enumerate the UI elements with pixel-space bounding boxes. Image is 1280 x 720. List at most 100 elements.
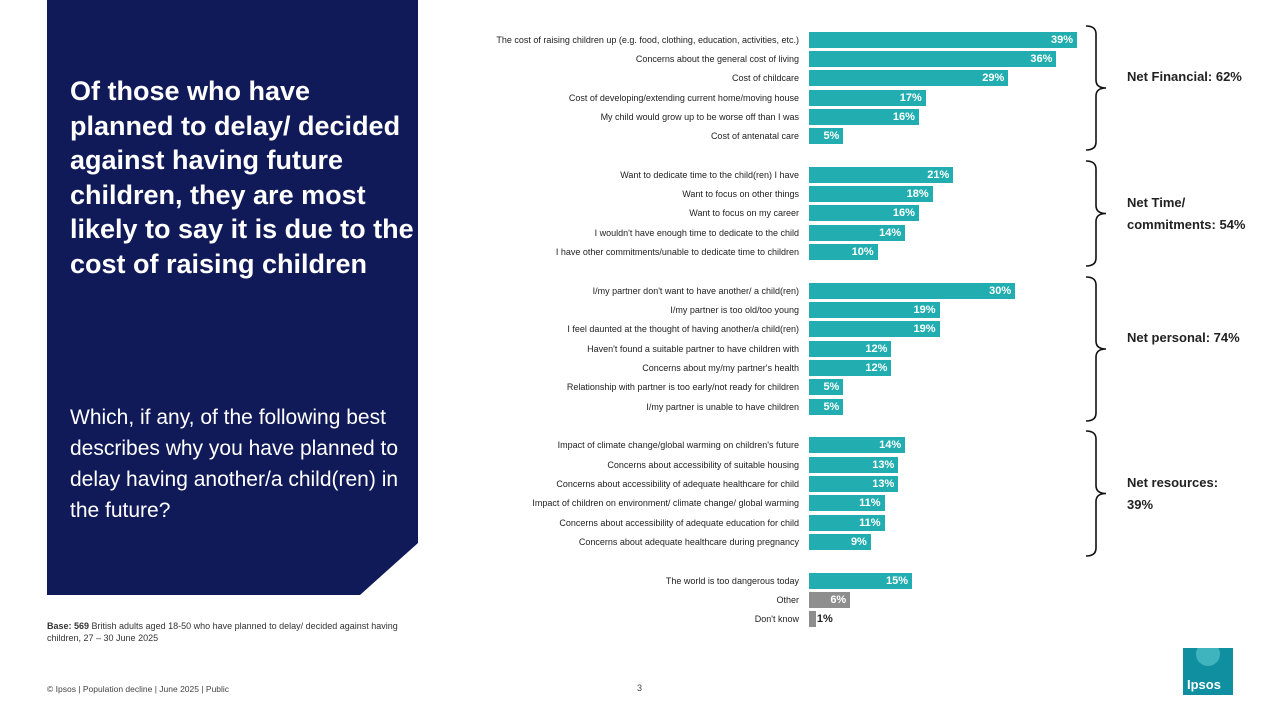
- bar-15: [809, 341, 892, 357]
- value-label: 16%: [892, 111, 915, 123]
- title-panel: [47, 0, 418, 595]
- value-label: 5%: [823, 401, 840, 413]
- category-label: Concerns about the general cost of livin…: [635, 54, 799, 64]
- category-label: The world is too dangerous today: [665, 576, 799, 586]
- bar-21: [809, 476, 899, 492]
- bar-11: [809, 244, 878, 260]
- bar-5: [809, 109, 919, 125]
- category-label: I/my partner is unable to have children: [646, 402, 799, 412]
- value-label: 9%: [850, 536, 867, 548]
- category-label: I wouldn't have enough time to dedicate …: [594, 228, 799, 238]
- category-label: Cost of developing/extending current hom…: [568, 93, 799, 103]
- group-brace: [1085, 430, 1107, 557]
- base-note: Base: 569 British adults aged 18-50 who …: [47, 620, 427, 644]
- value-label: 19%: [913, 304, 936, 316]
- group-brace: [1085, 276, 1107, 422]
- value-label: 16%: [892, 207, 915, 219]
- group-brace: [1085, 160, 1107, 267]
- category-label: Concerns about accessibility of adequate…: [556, 479, 799, 489]
- bar-7: [809, 167, 954, 183]
- net-label-3: Net personal: 74%: [1127, 330, 1240, 345]
- bar-17: [809, 379, 844, 395]
- value-label: 14%: [879, 227, 902, 239]
- bar-22: [809, 495, 885, 511]
- value-label: 18%: [906, 188, 929, 200]
- category-label: Don't know: [754, 614, 799, 624]
- category-label: Concerns about accessibility of suitable…: [607, 460, 799, 470]
- bar-18: [809, 399, 844, 415]
- category-label: Impact of climate change/global warming …: [557, 440, 799, 450]
- value-label: 11%: [859, 517, 881, 529]
- bar-3: [809, 70, 1009, 86]
- value-label: 29%: [982, 72, 1005, 84]
- category-label: Concerns about my/my partner's health: [642, 363, 799, 373]
- category-label: I/my partner don't want to have another/…: [592, 286, 799, 296]
- bar-19: [809, 437, 906, 453]
- category-label: Concerns about adequate healthcare durin…: [578, 537, 799, 547]
- category-label: Concerns about accessibility of adequate…: [559, 518, 799, 528]
- net-label-2: Net Time/ commitments: 54%: [1127, 194, 1246, 232]
- group-brace: [1085, 25, 1107, 151]
- bar-23: [809, 515, 885, 531]
- category-label: I feel daunted at the thought of having …: [567, 324, 799, 334]
- category-label: Want to focus on other things: [682, 189, 799, 199]
- bar-20: [809, 457, 899, 473]
- bar-8: [809, 186, 933, 202]
- value-label: 10%: [851, 246, 874, 258]
- category-label: My child would grow up to be worse off t…: [600, 112, 799, 122]
- value-label: 14%: [879, 439, 902, 451]
- footer-copyright: © Ipsos | Population decline | June 2025…: [47, 684, 230, 694]
- value-label: 13%: [872, 459, 895, 471]
- value-label: 12%: [865, 343, 888, 355]
- value-label: 19%: [913, 323, 936, 335]
- category-label: Want to focus on my career: [689, 208, 799, 218]
- net-label-1: Net Financial: 62%: [1127, 69, 1242, 84]
- value-label: 5%: [823, 381, 840, 393]
- survey-question: Which, if any, of the following best des…: [70, 406, 399, 522]
- headline: Of those who have planned to delay/ deci…: [70, 76, 414, 279]
- value-label: 5%: [823, 130, 840, 142]
- value-label: 39%: [1050, 34, 1073, 46]
- bar-27: [809, 611, 816, 627]
- bar-12: [809, 283, 1016, 299]
- bar-26: [809, 592, 851, 608]
- logo-mark: [1196, 648, 1220, 666]
- bar-1: [809, 32, 1077, 48]
- category-label: Relationship with partner is too early/n…: [566, 382, 799, 392]
- value-label: 30%: [989, 285, 1012, 297]
- value-label: 12%: [865, 362, 888, 374]
- base-text: British adults aged 18-50 who have plann…: [47, 621, 398, 643]
- category-label: Cost of childcare: [731, 73, 799, 83]
- value-label: 1%: [816, 613, 833, 625]
- category-label: I have other commitments/unable to dedic…: [555, 247, 799, 257]
- bar-4: [809, 90, 926, 106]
- value-label: 11%: [859, 497, 881, 509]
- bar-25: [809, 573, 913, 589]
- bar-2: [809, 51, 1057, 67]
- net-label-4: Net resources: 39%: [1127, 474, 1219, 512]
- value-label: 21%: [927, 169, 950, 181]
- logo-text: Ipsos: [1187, 677, 1221, 692]
- bar-6: [809, 128, 844, 144]
- value-label: 6%: [830, 594, 847, 606]
- bar-16: [809, 360, 892, 376]
- category-label: I/my partner is too old/too young: [670, 305, 799, 315]
- category-label: Impact of children on environment/ clima…: [532, 498, 799, 508]
- bar-13: [809, 302, 940, 318]
- bar-24: [809, 534, 871, 550]
- ipsos-logo: Ipsos: [1183, 648, 1233, 695]
- base-count: Base: 569: [47, 621, 90, 631]
- page-number: 3: [637, 683, 643, 693]
- category-label: The cost of raising children up (e.g. fo…: [496, 35, 799, 45]
- value-label: 13%: [872, 478, 895, 490]
- category-label: Haven't found a suitable partner to have…: [587, 344, 799, 354]
- category-label: Other: [776, 595, 799, 605]
- bar-14: [809, 321, 940, 337]
- bar-9: [809, 205, 919, 221]
- value-label: 17%: [899, 92, 922, 104]
- bar-10: [809, 225, 906, 241]
- category-label: Want to dedicate time to the child(ren) …: [620, 170, 799, 180]
- value-label: 15%: [886, 575, 909, 587]
- value-label: 36%: [1030, 53, 1053, 65]
